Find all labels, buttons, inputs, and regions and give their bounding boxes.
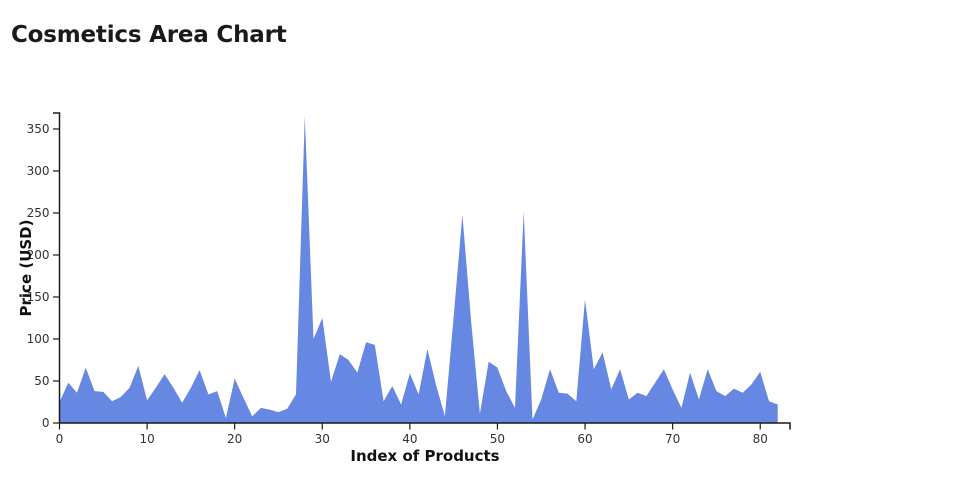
y-tick-label: 100 xyxy=(27,332,50,346)
x-tick-label: 80 xyxy=(753,432,768,446)
y-tick-label: 300 xyxy=(27,164,50,178)
chart-title: Cosmetics Area Chart xyxy=(11,22,287,48)
x-tick-label: 20 xyxy=(227,432,242,446)
y-tick-label: 0 xyxy=(42,416,50,430)
x-tick-label: 40 xyxy=(402,432,417,446)
y-tick-label: 350 xyxy=(27,122,50,136)
x-axis-line xyxy=(59,422,791,430)
x-tick-label: 60 xyxy=(577,432,592,446)
x-axis-title: Index of Products xyxy=(350,447,500,465)
x-tick-label: 70 xyxy=(665,432,680,446)
x-tick-label: 0 xyxy=(56,432,64,446)
x-tick-label: 10 xyxy=(139,432,154,446)
y-tick-label: 200 xyxy=(27,248,50,262)
y-axis-line xyxy=(53,112,61,423)
y-tick-label: 50 xyxy=(34,374,49,388)
x-tick-label: 30 xyxy=(315,432,330,446)
x-tick-label: 50 xyxy=(490,432,505,446)
y-tick-label: 250 xyxy=(27,206,50,220)
y-tick-label: 150 xyxy=(27,290,50,304)
y-axis-title: Price (USD) xyxy=(17,219,35,317)
area-fill xyxy=(59,116,778,424)
